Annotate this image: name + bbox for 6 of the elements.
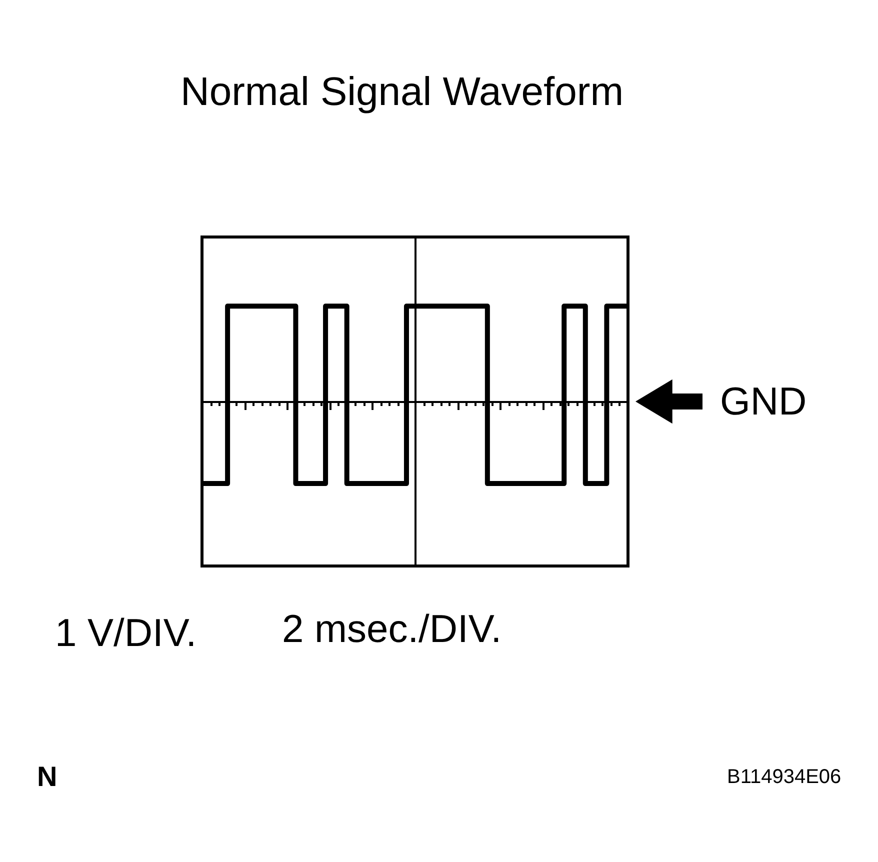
chart-title: Normal Signal Waveform xyxy=(180,70,624,114)
text: 2 msec./DIV. xyxy=(282,608,502,651)
text: N xyxy=(37,761,58,792)
text: B114934E06 xyxy=(727,766,842,788)
text: GND xyxy=(720,380,807,424)
text: 1 V/DIV. xyxy=(55,612,197,655)
